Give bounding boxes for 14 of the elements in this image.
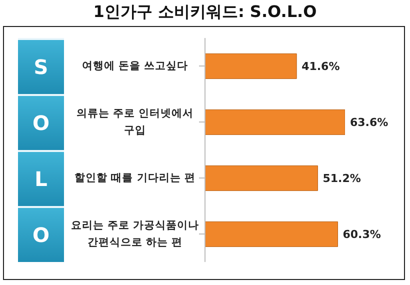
bar xyxy=(205,53,297,79)
data-label: 60.3% xyxy=(342,228,381,242)
y-tick-label: 할인할 때를 기다리는 편 xyxy=(74,172,196,184)
chart-title: 1인가구 소비키워드: S.O.L.O xyxy=(92,2,318,23)
data-label: 63.6% xyxy=(350,116,388,130)
bar xyxy=(205,165,318,191)
bar xyxy=(205,109,345,135)
y-tick-label: 여행에 돈을 쓰고싶다 xyxy=(82,60,188,72)
y-tick-label: 의류는 주로 인터넷에서 구입 xyxy=(76,108,194,136)
bar xyxy=(205,221,338,247)
data-label: 51.2% xyxy=(322,172,361,186)
letter-tiles: S O L O xyxy=(18,38,64,262)
data-label: 41.6% xyxy=(302,60,340,74)
y-tick-label: 요리는 주로 가공식품이나 간편식으로 하는 편 xyxy=(70,220,200,248)
